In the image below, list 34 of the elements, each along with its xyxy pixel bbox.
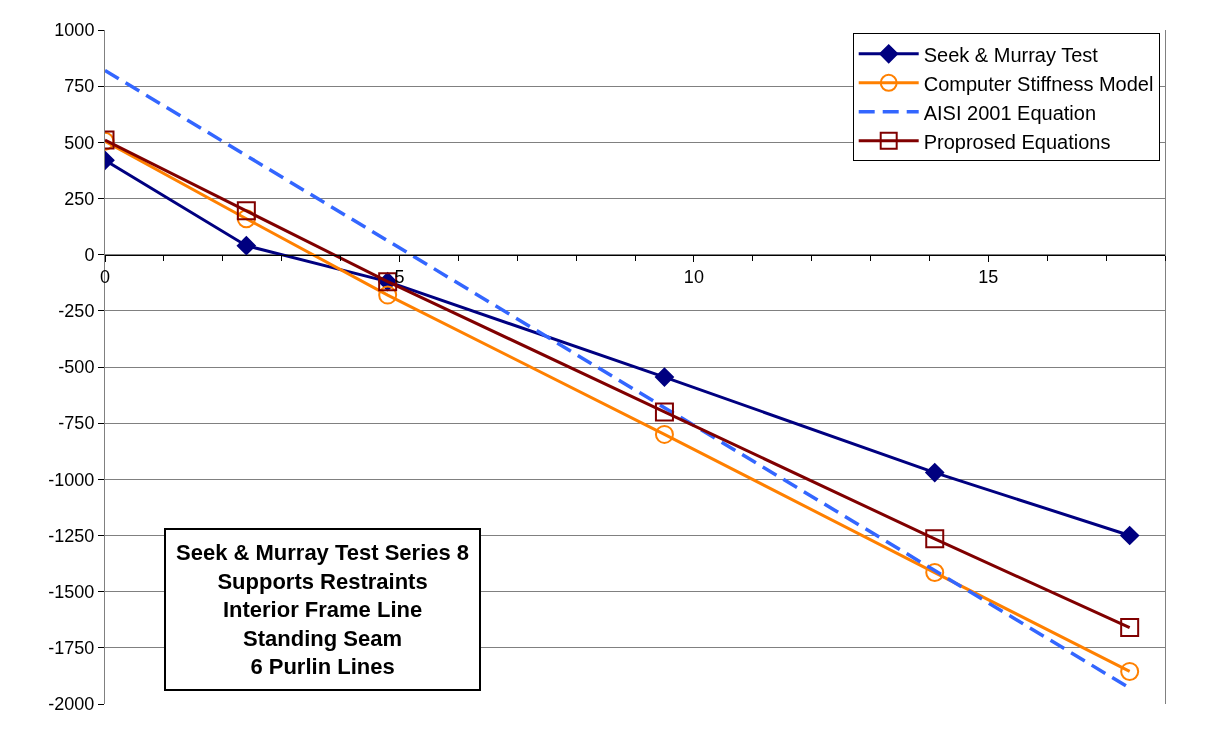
point bbox=[925, 463, 945, 483]
y-tick-label: -1500 bbox=[48, 581, 95, 602]
point bbox=[1120, 618, 1140, 638]
y-tick-label: -250 bbox=[58, 301, 95, 322]
y-tick-label: 750 bbox=[64, 76, 95, 97]
y-tick-label: -1250 bbox=[48, 525, 95, 546]
point bbox=[654, 424, 674, 444]
annotation: Seek & Murray Test Series 8 Supports Restraints Interior Frame Line Standing Seam 6 Purlin Lines bbox=[176, 540, 470, 680]
x-tick-label: 10 bbox=[683, 267, 704, 288]
y-tick-label: -1000 bbox=[48, 469, 95, 490]
legend-label: Computer Stiffness Model bbox=[923, 72, 1154, 95]
point bbox=[1120, 526, 1140, 545]
y-tick-label: 500 bbox=[64, 132, 95, 153]
point bbox=[236, 236, 256, 256]
x-tick-label: 0 bbox=[99, 267, 111, 288]
point bbox=[236, 209, 256, 229]
point bbox=[654, 367, 674, 387]
y-tick-label: -2000 bbox=[48, 694, 95, 715]
y-tick-label: -1750 bbox=[48, 638, 95, 659]
point bbox=[925, 529, 945, 549]
legend-label: Proprosed Equations bbox=[923, 130, 1111, 153]
point bbox=[236, 201, 256, 221]
y-tick-label: 0 bbox=[84, 244, 95, 265]
legend-label: AISI 2001 Equation bbox=[923, 101, 1097, 124]
y-tick-label: 1000 bbox=[54, 20, 95, 41]
point bbox=[654, 402, 674, 422]
y-tick-label: -750 bbox=[58, 413, 95, 434]
y-tick-label: 250 bbox=[64, 188, 95, 209]
point bbox=[378, 285, 398, 305]
legend-label: Seek & Murray Test bbox=[923, 43, 1099, 66]
point bbox=[925, 563, 945, 583]
y-tick-label: -500 bbox=[58, 357, 95, 378]
point bbox=[1120, 661, 1140, 681]
x-tick-label: 15 bbox=[978, 267, 999, 288]
